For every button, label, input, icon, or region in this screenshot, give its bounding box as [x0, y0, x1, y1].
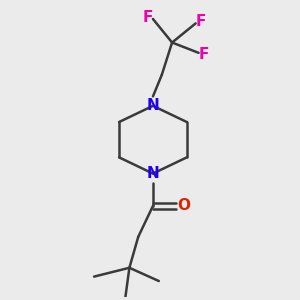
Text: N: N — [147, 166, 159, 181]
Text: F: F — [196, 14, 206, 29]
Text: N: N — [147, 98, 159, 113]
Text: F: F — [199, 47, 209, 62]
Text: O: O — [177, 198, 190, 213]
Text: F: F — [142, 10, 153, 25]
